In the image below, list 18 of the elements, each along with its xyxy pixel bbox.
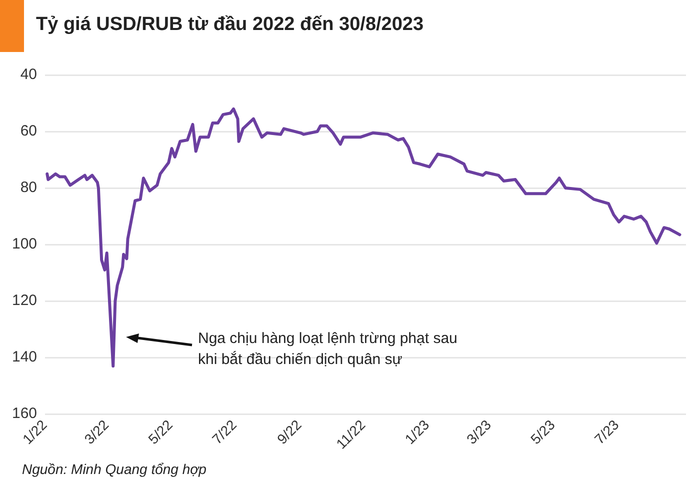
y-tick-label: 40 xyxy=(20,66,38,84)
y-tick-label: 80 xyxy=(20,179,38,196)
x-tick-label: 5/23 xyxy=(527,416,558,448)
y-tick-label: 140 xyxy=(12,348,38,366)
y-tick-label: 60 xyxy=(20,122,38,140)
x-tick-label: 5/22 xyxy=(144,416,176,448)
y-tick-label: 160 xyxy=(12,405,38,422)
x-tick-label: 3/22 xyxy=(81,416,112,448)
x-tick-label: 3/23 xyxy=(463,416,494,448)
y-tick-label: 100 xyxy=(12,236,38,253)
chart-title: Tỷ giá USD/RUB từ đầu 2022 đến 30/8/2023 xyxy=(36,14,424,36)
text: Nguồn: Minh Quang tổng hợp xyxy=(22,461,206,477)
x-tick-label: 1/23 xyxy=(402,416,432,448)
annotation: Nga chịu hàng loạt lệnh trừng phạt sau khi bắt đầu chiến dịch quân sự xyxy=(198,329,458,370)
x-tick-label: 7/23 xyxy=(591,416,622,448)
y-tick-label: 120 xyxy=(12,292,38,310)
x-tick-label: 7/22 xyxy=(208,416,240,448)
x-tick-label: 9/22 xyxy=(274,416,305,448)
